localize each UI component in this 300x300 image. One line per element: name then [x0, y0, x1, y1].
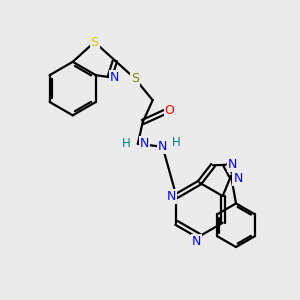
Text: N: N [227, 158, 237, 171]
Text: H: H [172, 136, 181, 149]
Text: N: N [158, 140, 167, 153]
Text: H: H [122, 137, 130, 150]
Text: N: N [192, 235, 201, 248]
Text: N: N [233, 172, 243, 185]
Text: S: S [91, 35, 98, 49]
Text: O: O [165, 103, 174, 117]
Text: N: N [140, 137, 149, 150]
Text: N: N [167, 190, 176, 202]
Text: N: N [110, 71, 119, 84]
Text: S: S [131, 72, 139, 85]
